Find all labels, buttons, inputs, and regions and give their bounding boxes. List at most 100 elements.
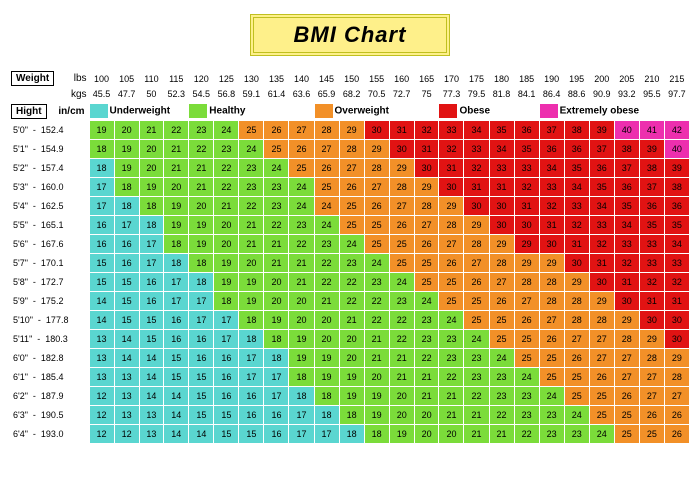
bmi-cell: 20	[315, 330, 339, 348]
bmi-cell: 24	[464, 330, 488, 348]
lbs-header: 100	[90, 71, 114, 86]
bmi-cell: 22	[164, 121, 188, 139]
lbs-header: 170	[439, 71, 463, 86]
bmi-cell: 15	[115, 311, 139, 329]
bmi-cell: 17	[214, 311, 238, 329]
bmi-cell: 16	[164, 330, 188, 348]
height-label: 5'7" - 170.1	[11, 254, 89, 272]
bmi-cell: 20	[340, 349, 364, 367]
bmi-cell: 36	[590, 159, 614, 177]
bmi-cell: 33	[464, 140, 488, 158]
bmi-cell: 26	[390, 216, 414, 234]
bmi-cell: 32	[590, 235, 614, 253]
bmi-cell: 25	[515, 349, 539, 367]
bmi-cell: 23	[515, 406, 539, 424]
bmi-cell: 27	[615, 368, 639, 386]
bmi-cell: 25	[415, 254, 439, 272]
bmi-cell: 20	[264, 292, 288, 310]
bmi-cell: 16	[90, 216, 114, 234]
bmi-cell: 37	[540, 121, 564, 139]
bmi-cell: 28	[490, 254, 514, 272]
bmi-cell: 19	[315, 368, 339, 386]
bmi-cell: 42	[665, 121, 689, 139]
kgs-header: 86.4	[540, 87, 564, 101]
bmi-cell: 31	[590, 254, 614, 272]
bmi-cell: 17	[90, 197, 114, 215]
bmi-cell: 19	[365, 406, 389, 424]
bmi-cell: 20	[214, 235, 238, 253]
bmi-cell: 30	[464, 197, 488, 215]
bmi-cell: 35	[615, 197, 639, 215]
bmi-cell: 29	[439, 197, 463, 215]
bmi-cell: 19	[289, 330, 313, 348]
bmi-cell: 19	[214, 254, 238, 272]
bmi-cell: 18	[164, 254, 188, 272]
bmi-cell: 19	[239, 273, 263, 291]
bmi-cell: 18	[189, 273, 213, 291]
bmi-cell: 29	[565, 273, 589, 291]
bmi-cell: 17	[189, 292, 213, 310]
lbs-label: lbs	[58, 71, 88, 86]
bmi-cell: 14	[164, 425, 188, 443]
bmi-cell: 35	[590, 178, 614, 196]
bmi-cell: 21	[439, 406, 463, 424]
bmi-cell: 27	[515, 292, 539, 310]
bmi-cell: 23	[540, 406, 564, 424]
kgs-header: 59.1	[239, 87, 263, 101]
bmi-cell: 15	[214, 406, 238, 424]
bmi-cell: 29	[365, 140, 389, 158]
lbs-header: 140	[289, 71, 313, 86]
bmi-cell: 24	[540, 387, 564, 405]
bmi-cell: 32	[515, 178, 539, 196]
bmi-cell: 20	[315, 311, 339, 329]
bmi-cell: 31	[490, 178, 514, 196]
bmi-cell: 29	[340, 121, 364, 139]
kgs-header: 93.2	[615, 87, 639, 101]
bmi-cell: 24	[565, 406, 589, 424]
bmi-cell: 39	[590, 121, 614, 139]
bmi-cell: 15	[140, 311, 164, 329]
bmi-cell: 18	[289, 387, 313, 405]
bmi-cell: 27	[640, 387, 664, 405]
bmi-cell: 35	[490, 121, 514, 139]
bmi-cell: 17	[140, 235, 164, 253]
lbs-header: 205	[615, 71, 639, 86]
bmi-cell: 19	[239, 292, 263, 310]
bmi-cell: 20	[140, 159, 164, 177]
lbs-header: 215	[665, 71, 689, 86]
bmi-cell: 26	[565, 349, 589, 367]
height-label: 6'2" - 187.9	[11, 387, 89, 405]
kgs-header: 61.4	[264, 87, 288, 101]
bmi-cell: 25	[540, 349, 564, 367]
bmi-cell: 18	[115, 178, 139, 196]
bmi-cell: 15	[90, 273, 114, 291]
bmi-cell: 20	[390, 406, 414, 424]
bmi-cell: 34	[464, 121, 488, 139]
bmi-cell: 26	[490, 292, 514, 310]
bmi-cell: 33	[640, 254, 664, 272]
bmi-cell: 23	[239, 159, 263, 177]
bmi-cell: 16	[264, 425, 288, 443]
bmi-cell: 29	[415, 178, 439, 196]
kgs-header: 45.5	[90, 87, 114, 101]
bmi-cell: 25	[590, 406, 614, 424]
bmi-cell: 25	[340, 216, 364, 234]
bmi-cell: 30	[590, 273, 614, 291]
bmi-cell: 21	[390, 368, 414, 386]
bmi-cell: 17	[289, 425, 313, 443]
bmi-cell: 15	[115, 273, 139, 291]
bmi-cell: 27	[590, 349, 614, 367]
bmi-cell: 28	[640, 349, 664, 367]
bmi-cell: 40	[665, 140, 689, 158]
bmi-cell: 19	[115, 140, 139, 158]
bmi-cell: 32	[565, 216, 589, 234]
bmi-cell: 26	[515, 311, 539, 329]
bmi-cell: 26	[289, 140, 313, 158]
height-label: 6'3" - 190.5	[11, 406, 89, 424]
bmi-cell: 17	[239, 368, 263, 386]
bmi-cell: 18	[90, 159, 114, 177]
bmi-cell: 29	[665, 349, 689, 367]
bmi-cell: 16	[164, 311, 188, 329]
bmi-cell: 33	[640, 235, 664, 253]
bmi-cell: 16	[115, 254, 139, 272]
